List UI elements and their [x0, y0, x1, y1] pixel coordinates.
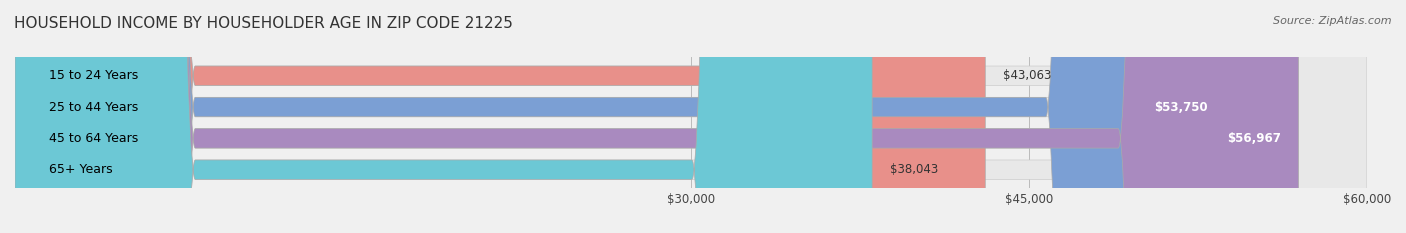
Text: 65+ Years: 65+ Years	[49, 163, 112, 176]
FancyBboxPatch shape	[15, 0, 1226, 233]
FancyBboxPatch shape	[15, 0, 1367, 233]
Text: $38,043: $38,043	[890, 163, 938, 176]
FancyBboxPatch shape	[15, 0, 1367, 233]
FancyBboxPatch shape	[15, 0, 872, 233]
Text: $53,750: $53,750	[1154, 101, 1208, 113]
Text: HOUSEHOLD INCOME BY HOUSEHOLDER AGE IN ZIP CODE 21225: HOUSEHOLD INCOME BY HOUSEHOLDER AGE IN Z…	[14, 16, 513, 31]
FancyBboxPatch shape	[15, 0, 1367, 233]
FancyBboxPatch shape	[15, 0, 1367, 233]
FancyBboxPatch shape	[15, 0, 986, 233]
Text: $56,967: $56,967	[1226, 132, 1281, 145]
Text: $43,063: $43,063	[1004, 69, 1052, 82]
Text: 45 to 64 Years: 45 to 64 Years	[49, 132, 138, 145]
Text: Source: ZipAtlas.com: Source: ZipAtlas.com	[1274, 16, 1392, 26]
FancyBboxPatch shape	[15, 0, 1299, 233]
Text: 25 to 44 Years: 25 to 44 Years	[49, 101, 138, 113]
Text: 15 to 24 Years: 15 to 24 Years	[49, 69, 138, 82]
